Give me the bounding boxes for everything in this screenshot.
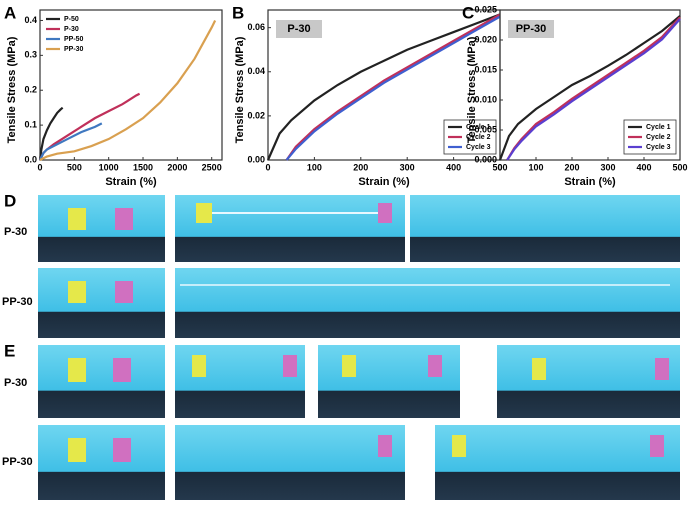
- photo: [175, 268, 680, 338]
- y-tick-label: 0.015: [474, 64, 497, 74]
- annotation: P-30: [287, 23, 310, 35]
- line: [498, 15, 681, 161]
- x-tick-label: 0: [265, 162, 270, 172]
- x-tick-label: 400: [446, 162, 461, 172]
- y-tick-label: 0.1: [24, 119, 37, 129]
- y-tick-label: 0.2: [24, 85, 37, 95]
- annotation-box: [508, 20, 554, 38]
- panel-label: D: [4, 191, 16, 210]
- x-tick-label: 200: [353, 162, 368, 172]
- row-label: P-30: [4, 377, 27, 389]
- y-tick-label: 0.005: [474, 124, 497, 134]
- line: [39, 122, 103, 161]
- photo: [38, 345, 165, 418]
- photo: [497, 345, 680, 418]
- y-tick-label: 0.06: [247, 22, 265, 32]
- line: [38, 106, 64, 161]
- legend-label: PP-50: [64, 36, 84, 43]
- line: [266, 13, 501, 161]
- plot-area: [39, 9, 223, 161]
- x-axis-label: Strain (%): [564, 176, 616, 188]
- x-tick-label: 300: [400, 162, 415, 172]
- legend-label: Cycle 2: [646, 134, 671, 141]
- photo: [175, 195, 405, 262]
- x-tick-label: 500: [492, 162, 507, 172]
- x-tick-label: 500: [672, 162, 687, 172]
- x-axis-label: Strain (%): [105, 176, 157, 188]
- x-tick-label: 400: [636, 162, 651, 172]
- x-tick-label: 1000: [99, 162, 119, 172]
- legend-label: Cycle 1: [466, 124, 491, 131]
- y-tick-label: 0.4: [24, 15, 37, 25]
- x-tick-label: 500: [67, 162, 82, 172]
- legend-label: Cycle 3: [646, 144, 671, 151]
- y-axis-label: Tensile Stress (MPa): [234, 36, 246, 143]
- y-axis-label: Tensile Stress (MPa): [466, 36, 478, 143]
- line: [285, 15, 501, 161]
- line: [39, 19, 217, 161]
- row-label: P-30: [4, 226, 27, 238]
- y-tick-label: 0.3: [24, 50, 37, 60]
- photo: [38, 195, 165, 262]
- panel-label: A: [4, 3, 16, 22]
- y-tick-label: 0.02: [247, 110, 265, 120]
- y-tick-label: 0.010: [474, 94, 497, 104]
- legend-label: Cycle 2: [466, 134, 491, 141]
- photos: [38, 195, 680, 500]
- photo-panels: D P-30 PP-30 E P-30 PP-30: [2, 191, 680, 500]
- panel-label: C: [462, 3, 474, 22]
- plot-area: [499, 9, 681, 161]
- y-axis-label: Tensile Stress (MPa): [6, 36, 18, 143]
- legend-label: Cycle 1: [646, 124, 671, 131]
- line: [285, 13, 501, 161]
- row-label: PP-30: [2, 296, 33, 308]
- photo: [38, 425, 165, 500]
- x-tick-label: 100: [307, 162, 322, 172]
- legend-label: P-50: [64, 16, 79, 23]
- y-tick-label: 0.000: [474, 154, 497, 164]
- x-tick-label: 0: [497, 162, 502, 172]
- y-tick-label: 0.04: [247, 66, 265, 76]
- x-tick-label: 2500: [202, 162, 222, 172]
- x-tick-label: 200: [564, 162, 579, 172]
- photo: [410, 195, 680, 262]
- y-tick-label: 0.020: [474, 34, 497, 44]
- legend-label: P-30: [64, 26, 79, 33]
- annotation-box: [276, 20, 322, 38]
- row-label: PP-30: [2, 456, 33, 468]
- x-axis-label: Strain (%): [358, 176, 410, 188]
- x-tick-label: 1500: [133, 162, 153, 172]
- legend-label: Cycle 3: [466, 144, 491, 151]
- annotation: PP-30: [516, 23, 547, 35]
- clips: [68, 203, 670, 462]
- y-tick-label: 0.0: [24, 154, 37, 164]
- line: [506, 16, 681, 161]
- y-tick-label: 0.00: [247, 154, 265, 164]
- x-tick-label: 0: [37, 162, 42, 172]
- photo: [38, 268, 165, 338]
- photo: [175, 425, 405, 500]
- line: [39, 92, 141, 161]
- x-tick-label: 2000: [167, 162, 187, 172]
- photo: [435, 425, 680, 500]
- y-tick-label: 0.025: [474, 4, 497, 14]
- line: [506, 18, 681, 161]
- x-tick-label: 300: [600, 162, 615, 172]
- panel-label: B: [232, 3, 244, 22]
- panel-label: E: [4, 341, 15, 360]
- x-tick-label: 100: [528, 162, 543, 172]
- legend-label: PP-30: [64, 46, 84, 53]
